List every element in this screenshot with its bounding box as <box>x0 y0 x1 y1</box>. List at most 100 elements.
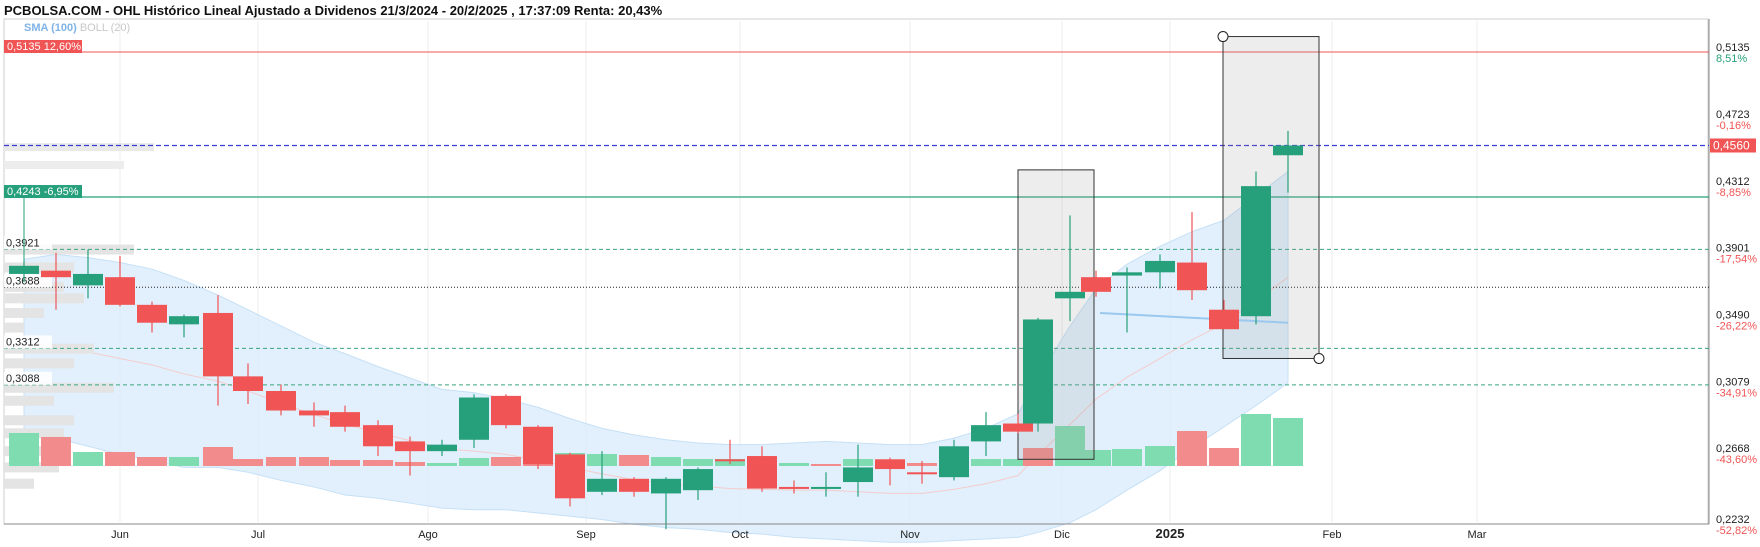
candle-body[interactable] <box>491 395 521 426</box>
volume-bar[interactable] <box>619 455 649 466</box>
candle-body[interactable] <box>203 312 233 377</box>
volume-profile-bar <box>4 293 84 304</box>
candle-body[interactable] <box>1112 272 1142 276</box>
volume-bar[interactable] <box>299 457 329 466</box>
right-axis-pct: -52,82% <box>1716 525 1757 537</box>
candle-body[interactable] <box>1003 423 1033 432</box>
candle-body[interactable] <box>1055 291 1085 299</box>
volume-bar[interactable] <box>9 433 39 466</box>
volume-bar[interactable] <box>73 452 103 466</box>
volume-bar[interactable] <box>105 452 135 466</box>
sma-legend-label[interactable]: SMA (100) <box>24 22 77 34</box>
volume-bar[interactable] <box>363 460 393 466</box>
volume-profile-bar <box>4 322 24 333</box>
candle-body[interactable] <box>266 391 296 411</box>
candle-body[interactable] <box>9 265 39 274</box>
candle-body[interactable] <box>587 478 617 492</box>
volume-bar[interactable] <box>330 460 360 466</box>
volume-bar[interactable] <box>811 464 841 466</box>
volume-bar[interactable] <box>1273 418 1303 466</box>
candle-body[interactable] <box>875 459 905 470</box>
volume-bar[interactable] <box>137 457 167 466</box>
resistance-label: 0,5135 12,60% <box>7 41 81 53</box>
volume-bar[interactable] <box>971 459 1001 466</box>
volume-bar[interactable] <box>1003 459 1033 466</box>
right-axis-price: 0,2668 <box>1716 443 1750 455</box>
right-axis-pct: 8,51% <box>1716 53 1747 65</box>
x-axis-label: Mar <box>1468 529 1487 541</box>
volume-profile-bar <box>4 415 74 426</box>
level-label: 0,3921 <box>6 237 40 249</box>
candle-body[interactable] <box>939 446 969 478</box>
right-axis-price: 0,4312 <box>1716 176 1750 188</box>
volume-bar[interactable] <box>1023 448 1053 466</box>
candle-body[interactable] <box>1145 260 1175 273</box>
candle-body[interactable] <box>233 376 263 392</box>
candle-body[interactable] <box>1209 309 1239 330</box>
candle-body[interactable] <box>363 425 393 447</box>
candle-body[interactable] <box>555 454 585 499</box>
candle-body[interactable] <box>843 467 873 483</box>
volume-profile-bar <box>4 143 154 152</box>
box-handle-bottom[interactable] <box>1313 352 1325 364</box>
candle-body[interactable] <box>779 486 809 489</box>
volume-bar[interactable] <box>266 457 296 466</box>
volume-bar[interactable] <box>683 459 713 466</box>
x-axis-label: 2025 <box>1156 526 1185 541</box>
volume-bar[interactable] <box>1112 449 1142 466</box>
candle-body[interactable] <box>619 478 649 492</box>
level-label-bg <box>4 371 52 385</box>
candle-body[interactable] <box>971 425 1001 442</box>
candle-body[interactable] <box>41 270 71 278</box>
candle-body[interactable] <box>1081 277 1111 292</box>
candle-body[interactable] <box>459 397 489 440</box>
candle-body[interactable] <box>715 459 745 462</box>
candle-body[interactable] <box>1177 262 1207 291</box>
x-axis-label: Oct <box>731 529 748 541</box>
candle-body[interactable] <box>299 410 329 416</box>
candle-body[interactable] <box>811 486 841 489</box>
candle-body[interactable] <box>395 441 425 452</box>
volume-profile-bar <box>4 478 34 489</box>
volume-bar[interactable] <box>41 437 71 466</box>
volume-bar[interactable] <box>1241 414 1271 466</box>
volume-bar[interactable] <box>203 447 233 466</box>
candle-body[interactable] <box>169 316 199 325</box>
volume-profile-bar <box>4 395 54 406</box>
current-price-tag <box>1710 138 1756 153</box>
volume-profile-bar <box>4 462 59 473</box>
candle-body[interactable] <box>747 456 777 489</box>
volume-bar[interactable] <box>1145 446 1175 466</box>
right-axis-pct: -17,54% <box>1716 254 1757 266</box>
candle-body[interactable] <box>907 472 937 475</box>
candle-body[interactable] <box>137 304 167 323</box>
support-label-bg <box>4 185 82 199</box>
candle-body[interactable] <box>651 478 681 494</box>
volume-bar[interactable] <box>1209 448 1239 466</box>
volume-profile-bar <box>4 382 114 393</box>
volume-bar[interactable] <box>1177 431 1207 466</box>
candle-body[interactable] <box>1023 319 1053 424</box>
volume-bar[interactable] <box>459 458 489 466</box>
sma-line <box>1099 311 1289 324</box>
boll-legend-label[interactable]: BOLL (20) <box>79 22 131 34</box>
volume-profile-bar <box>4 358 74 369</box>
candle-body[interactable] <box>1241 186 1271 317</box>
volume-bar[interactable] <box>491 457 521 466</box>
volume-bar[interactable] <box>233 459 263 466</box>
candle-body[interactable] <box>683 469 713 491</box>
candle-body[interactable] <box>330 412 360 427</box>
right-axis-pct: -43,60% <box>1716 454 1757 466</box>
volume-bar[interactable] <box>779 463 809 466</box>
volume-bar[interactable] <box>651 457 681 466</box>
volume-bar[interactable] <box>427 463 457 466</box>
candle-body[interactable] <box>105 277 135 305</box>
volume-bar[interactable] <box>1081 450 1111 466</box>
volume-bar[interactable] <box>169 457 199 466</box>
candle-body[interactable] <box>1273 145 1303 156</box>
candle-body[interactable] <box>73 273 103 286</box>
candle-body[interactable] <box>523 426 553 465</box>
box-handle-top[interactable] <box>1217 31 1229 43</box>
candle-body[interactable] <box>427 444 457 452</box>
